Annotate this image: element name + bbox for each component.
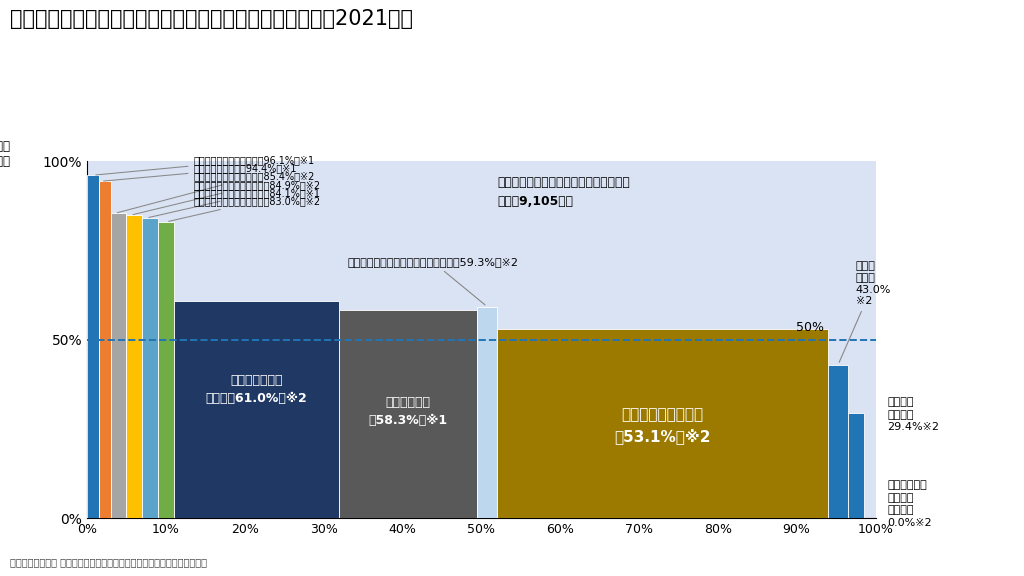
Text: はんだ
ボール
43.0%
※2: はんだ ボール 43.0% ※2 xyxy=(840,262,891,362)
Text: 50%: 50% xyxy=(797,321,824,335)
Text: 出典：経済産業省 半導体製造後工程及び実装工程に係る重要技術動向調査: 出典：経済産業省 半導体製造後工程及び実装工程に係る重要技術動向調査 xyxy=(10,558,207,567)
Text: シンタリング
ペースト
（加圧）
0.0%※2: シンタリング ペースト （加圧） 0.0%※2 xyxy=(888,480,932,528)
Bar xyxy=(158,222,174,518)
Bar xyxy=(142,218,158,518)
Bar xyxy=(99,181,111,518)
Text: 日本の
シェア: 日本の シェア xyxy=(0,140,11,168)
Text: 一次実装用アンダーフィル（84.9%）※2: 一次実装用アンダーフィル（84.9%）※2 xyxy=(133,180,321,214)
Text: ボンディングワイヤ
（53.1%）※2: ボンディングワイヤ （53.1%）※2 xyxy=(614,407,711,444)
Bar xyxy=(111,214,127,518)
Text: モールド・アンダーフィル（83.0%）※2: モールド・アンダーフィル（83.0%）※2 xyxy=(169,196,321,221)
Text: 半導体後工程・パッケージ主要材料市場
合計　9,105億円: 半導体後工程・パッケージ主要材料市場 合計 9,105億円 xyxy=(497,176,630,207)
Text: 半導体封止材
（58.3%）※1: 半導体封止材 （58.3%）※1 xyxy=(369,396,447,427)
Bar xyxy=(828,365,848,518)
Text: バックグラインドテープ（96.1%）※1: バックグラインドテープ（96.1%）※1 xyxy=(95,155,314,175)
Bar xyxy=(174,301,339,518)
Text: シンタリングペースト（非加圧）　（59.3%）※2: シンタリングペースト（非加圧） （59.3%）※2 xyxy=(347,257,518,305)
Bar xyxy=(848,414,863,518)
Text: リードフレーム
用条材（61.0%）※2: リードフレーム 用条材（61.0%）※2 xyxy=(206,374,307,406)
Text: 低誘電対応ガラスクロス（85.4%）※2: 低誘電対応ガラスクロス（85.4%）※2 xyxy=(118,172,314,213)
Text: ダイシングテープ（94.4%）※1: ダイシングテープ（94.4%）※1 xyxy=(103,163,297,181)
Bar xyxy=(339,310,477,518)
Bar xyxy=(477,306,497,518)
Bar xyxy=(127,215,142,518)
Text: ダイボンディングフィルム（84.1%）※1: ダイボンディングフィルム（84.1%）※1 xyxy=(148,188,321,218)
Bar xyxy=(497,329,828,518)
Text: ソルダー
ペースト
29.4%※2: ソルダー ペースト 29.4%※2 xyxy=(888,397,939,432)
Bar xyxy=(87,175,99,518)
Text: 半導体後工程・パッケージ主要材料における日本シェア（2021年）: 半導体後工程・パッケージ主要材料における日本シェア（2021年） xyxy=(10,9,414,29)
